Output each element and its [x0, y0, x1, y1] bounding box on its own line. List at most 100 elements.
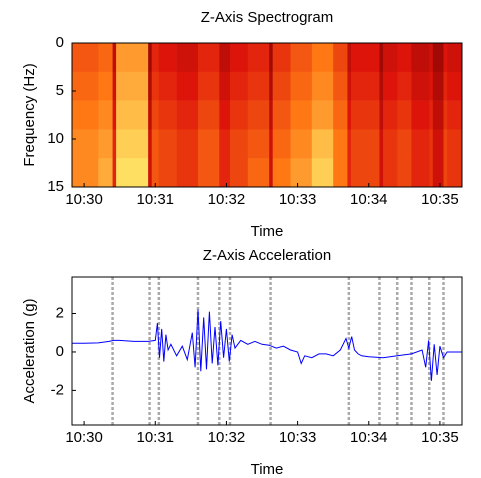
- x-tick-label: 10:34: [350, 429, 388, 446]
- heatmap-cell: [429, 43, 434, 73]
- heatmap-cell: [98, 71, 113, 101]
- heatmap-cell: [116, 71, 149, 101]
- heatmap-cell: [98, 158, 113, 188]
- heatmap-cell: [379, 158, 384, 188]
- heatmap-cell: [397, 71, 412, 101]
- heatmap-cell: [350, 71, 380, 101]
- y-tick-label: 2: [56, 304, 64, 321]
- heatmap-cell: [148, 43, 153, 73]
- heatmap-cell: [197, 129, 220, 159]
- heatmap-cell: [347, 129, 352, 159]
- heatmap-cell: [290, 71, 313, 101]
- heatmap-cell: [176, 71, 199, 101]
- x-tick-label: 10:35: [421, 191, 459, 208]
- heatmap-cell: [290, 43, 313, 73]
- x-tick-label: 10:32: [208, 429, 246, 446]
- heatmap-cell: [379, 100, 384, 130]
- heatmap-cell: [197, 100, 220, 130]
- x-axis-label: Time: [251, 461, 284, 478]
- chart-title: Z-Axis Spectrogram: [201, 9, 334, 26]
- heatmap-cell: [151, 43, 160, 73]
- heatmap-cell: [229, 100, 249, 130]
- heatmap-cell: [158, 129, 177, 159]
- heatmap-cell: [116, 129, 149, 159]
- heatmap-cell: [247, 43, 270, 73]
- heatmap-cell: [72, 71, 99, 101]
- heatmap-cell: [447, 158, 463, 188]
- heatmap-cell: [429, 158, 434, 188]
- heatmap-cell: [429, 100, 434, 130]
- heatmap-cell: [333, 129, 348, 159]
- heatmap-cell: [333, 43, 348, 73]
- heatmap-cell: [379, 129, 384, 159]
- heatmap-cell: [432, 100, 444, 130]
- heatmap-cell: [72, 100, 99, 130]
- heatmap-cell: [148, 158, 153, 188]
- heatmap-cell: [383, 43, 398, 73]
- x-tick-label: 10:33: [279, 429, 317, 446]
- heatmap-cell: [247, 158, 270, 188]
- plot-frame: [71, 276, 463, 426]
- heatmap-cell: [112, 43, 117, 73]
- heatmap-cell: [311, 129, 334, 159]
- heatmap-cell: [333, 100, 348, 130]
- heatmap-cell: [72, 43, 99, 73]
- heatmap-cell: [432, 158, 444, 188]
- heatmap-cell: [290, 100, 313, 130]
- heatmap-cell: [383, 100, 398, 130]
- heatmap-cell: [158, 158, 177, 188]
- heatmap-cell: [383, 71, 398, 101]
- heatmap-cell: [447, 71, 463, 101]
- heatmap-cell: [411, 158, 430, 188]
- heatmap-cell: [197, 158, 220, 188]
- heatmap-cell: [397, 100, 412, 130]
- heatmap-cell: [443, 71, 448, 101]
- heatmap-cell: [429, 129, 434, 159]
- heatmap-cell: [247, 71, 270, 101]
- y-axis-label: Frequency (Hz): [21, 63, 38, 166]
- heatmap-cell: [72, 158, 99, 188]
- heatmap-cell: [272, 71, 291, 101]
- heatmap-cell: [98, 43, 113, 73]
- x-tick-label: 10:32: [208, 191, 246, 208]
- heatmap-cell: [176, 158, 199, 188]
- heatmap-cell: [219, 71, 231, 101]
- heatmap-cell: [269, 129, 273, 159]
- heatmap-cell: [197, 43, 220, 73]
- heatmap-cell: [447, 100, 463, 130]
- heatmap-cell: [116, 100, 149, 130]
- x-tick-label: 10:35: [421, 429, 459, 446]
- heatmap-cell: [311, 158, 334, 188]
- heatmap-cell: [176, 100, 199, 130]
- y-tick-label: 0: [56, 343, 64, 360]
- y-tick-label: -2: [51, 381, 64, 398]
- heatmap-cell: [158, 100, 177, 130]
- y-tick-label: 5: [56, 82, 64, 99]
- heatmap-cell: [347, 100, 352, 130]
- heatmap-cell: [197, 71, 220, 101]
- heatmap-cell: [151, 71, 160, 101]
- heatmap-cell: [432, 71, 444, 101]
- heatmap-cell: [269, 100, 273, 130]
- data-line: [72, 309, 462, 381]
- heatmap-cell: [429, 71, 434, 101]
- heatmap-cell: [219, 129, 231, 159]
- heatmap-cell: [112, 158, 117, 188]
- heatmap-cell: [98, 129, 113, 159]
- heatmap-cell: [158, 71, 177, 101]
- heatmap-cell: [397, 129, 412, 159]
- heatmap-cell: [112, 100, 117, 130]
- y-tick-label: 10: [47, 130, 64, 147]
- heatmap-cell: [148, 129, 153, 159]
- heatmap-cell: [397, 43, 412, 73]
- heatmap-cell: [311, 100, 334, 130]
- y-axis-label: Acceleration (g): [21, 298, 38, 403]
- heatmap-cell: [116, 43, 149, 73]
- heatmap-cell: [148, 71, 153, 101]
- heatmap-cell: [247, 100, 270, 130]
- heatmap-cell: [432, 129, 444, 159]
- heatmap-cell: [112, 71, 117, 101]
- heatmap-cell: [411, 43, 430, 73]
- x-tick-label: 10:34: [350, 191, 388, 208]
